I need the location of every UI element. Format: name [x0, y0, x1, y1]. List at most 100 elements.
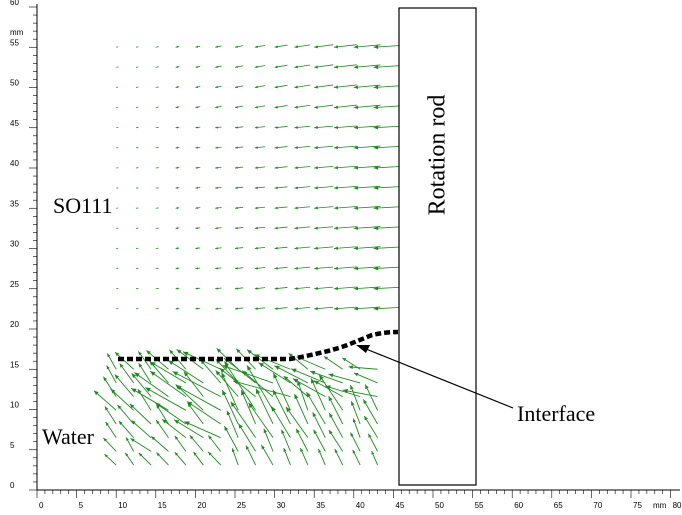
velocity-vector-head: [235, 186, 238, 190]
velocity-vector: [224, 425, 239, 452]
velocity-vector-head: [130, 438, 135, 442]
velocity-vector-head: [195, 65, 198, 68]
velocity-vector-head: [288, 353, 293, 358]
velocity-vector-head: [294, 226, 298, 230]
velocity-vector: [272, 372, 291, 411]
velocity-vector-head: [353, 246, 359, 251]
velocity-vector: [353, 145, 381, 149]
velocity-vector: [261, 444, 274, 466]
velocity-vector-head: [353, 145, 359, 150]
velocity-vector-head: [215, 370, 221, 376]
y-tick-label: 30: [10, 240, 19, 249]
velocity-vector-head: [354, 372, 359, 377]
velocity-vector-head: [294, 125, 298, 129]
velocity-vector-head: [328, 429, 333, 435]
velocity-vector-head: [175, 206, 179, 209]
velocity-vector-head: [176, 385, 182, 391]
velocity-vector-head: [351, 401, 355, 406]
velocity-vector-head: [274, 45, 278, 49]
velocity-vector-head: [146, 350, 151, 355]
velocity-vector: [175, 384, 204, 411]
velocity-vector: [161, 418, 187, 439]
y-tick-label: 0: [10, 481, 15, 490]
velocity-vector: [353, 266, 381, 270]
velocity-vector-head: [373, 125, 379, 130]
velocity-vector-head: [176, 349, 182, 354]
y-tick-label: 40: [10, 159, 19, 168]
velocity-vector-head: [255, 388, 261, 395]
velocity-vector: [353, 84, 381, 88]
velocity-vector-head: [314, 45, 318, 49]
velocity-vector: [254, 354, 291, 370]
velocity-vector-head: [342, 388, 349, 394]
velocity-vector-head: [174, 419, 180, 425]
velocity-vector-head: [364, 415, 368, 421]
velocity-vector: [248, 402, 274, 438]
velocity-vector-head: [283, 448, 287, 452]
velocity-vector: [223, 361, 256, 411]
velocity-vector: [221, 372, 239, 411]
y-tick-label: 25: [10, 280, 19, 289]
y-tick-label: 35: [10, 199, 19, 208]
velocity-vector-head: [215, 45, 218, 48]
y-tick-label: 60: [10, 0, 19, 7]
y-tick-label: 50: [10, 79, 19, 88]
velocity-vector: [223, 357, 256, 384]
velocity-vector: [226, 410, 239, 438]
x-tick-label: 55: [475, 501, 484, 510]
velocity-vector: [240, 389, 257, 425]
x-tick-label: 15: [158, 501, 167, 510]
velocity-vector-head: [294, 307, 298, 311]
velocity-vector-head: [300, 448, 304, 452]
y-tick-label: 20: [10, 320, 19, 329]
velocity-vector-head: [353, 45, 359, 49]
velocity-vector-head: [371, 451, 375, 455]
velocity-vector-head: [292, 378, 299, 384]
velocity-vector-head: [271, 406, 276, 412]
velocity-vector-head: [313, 429, 318, 435]
velocity-vector-head: [224, 426, 229, 431]
velocity-vector-head: [221, 372, 226, 379]
velocity-vector-head: [193, 452, 197, 456]
velocity-vector: [353, 44, 381, 48]
velocity-vector: [135, 66, 139, 68]
velocity-vector: [172, 371, 221, 398]
velocity-vector: [310, 378, 326, 411]
velocity-vector-head: [353, 125, 359, 130]
velocity-vector: [362, 399, 378, 425]
velocity-vector-head: [219, 368, 225, 373]
velocity-vector-head: [215, 186, 218, 189]
y-tick-label: 10: [10, 401, 19, 410]
y-tick-label: 45: [10, 119, 19, 128]
velocity-vector-head: [254, 226, 258, 230]
velocity-vector-head: [254, 166, 258, 169]
velocity-vector-head: [175, 247, 179, 250]
velocity-vector: [150, 361, 187, 384]
velocity-vector: [117, 404, 134, 425]
velocity-vector: [328, 396, 344, 425]
velocity-vector-head: [274, 307, 278, 310]
velocity-vector-head: [175, 126, 179, 129]
velocity-vector-head: [274, 65, 278, 69]
velocity-vector-head: [138, 351, 142, 356]
velocity-vector-head: [263, 428, 268, 434]
velocity-vector-head: [195, 307, 198, 310]
velocity-vector-head: [175, 307, 179, 310]
velocity-vector: [353, 185, 381, 189]
velocity-vector: [285, 406, 309, 438]
velocity-vector: [135, 46, 139, 48]
x-tick-label: 45: [395, 501, 404, 510]
velocity-vector-head: [254, 267, 258, 270]
velocity-vector: [328, 373, 361, 384]
velocity-vector: [175, 385, 221, 411]
velocity-vector-head: [294, 246, 298, 250]
velocity-vector-head: [235, 126, 238, 129]
velocity-vector-head: [238, 423, 243, 429]
velocity-vector-head: [103, 376, 107, 381]
velocity-vector: [137, 388, 152, 411]
velocity-vector-head: [312, 412, 317, 418]
velocity-vector-head: [296, 428, 300, 434]
velocity-vector: [155, 402, 187, 425]
x-tick-label: 20: [197, 501, 206, 510]
velocity-vector-head: [222, 390, 227, 396]
